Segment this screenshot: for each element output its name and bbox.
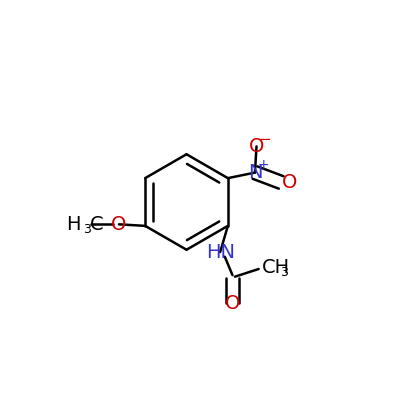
Text: HN: HN xyxy=(206,242,235,262)
Text: −: − xyxy=(259,132,272,147)
Text: O: O xyxy=(249,137,264,156)
Text: O: O xyxy=(111,215,127,234)
Text: O: O xyxy=(282,173,297,192)
Text: H: H xyxy=(66,215,80,234)
Text: O: O xyxy=(225,294,240,313)
Text: 3: 3 xyxy=(280,266,288,279)
Text: N: N xyxy=(248,163,262,182)
Text: 3: 3 xyxy=(83,223,91,236)
Text: C: C xyxy=(90,215,104,234)
Text: CH: CH xyxy=(262,258,290,277)
Text: +: + xyxy=(258,158,270,172)
